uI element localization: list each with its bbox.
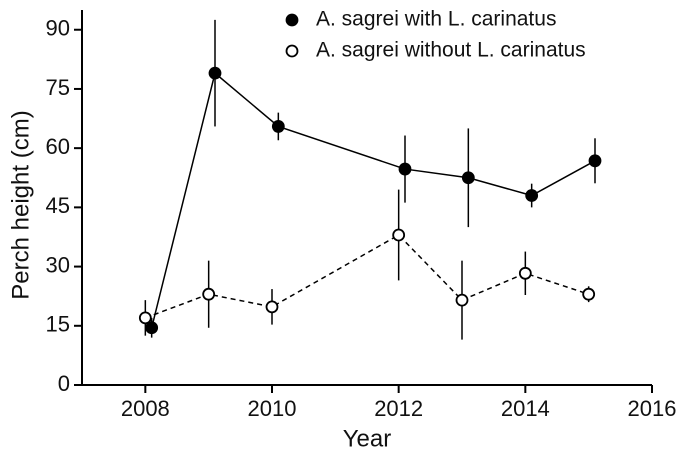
data-point [582,287,596,301]
data-point [265,300,279,314]
data-point [145,321,159,335]
data-point [588,154,602,168]
data-point [138,311,152,325]
legend-label: A. sagrei without L. carinatus [316,39,586,62]
data-point [271,120,285,133]
y-tick-label: 60 [46,134,70,159]
data-point [392,228,406,242]
legend-label: A. sagrei with L. carinatus [316,8,556,31]
data-point [455,293,469,307]
x-tick-label: 2012 [374,396,423,421]
data-point [461,171,475,185]
data-point [518,266,532,280]
y-tick-label: 75 [46,75,70,100]
legend-marker [285,44,299,58]
legend-marker [285,13,299,27]
y-tick-label: 45 [46,193,70,218]
y-tick-label: 30 [46,252,70,277]
x-axis-title: Year [343,425,392,452]
x-tick-label: 2008 [121,396,170,421]
data-point [208,66,222,80]
y-tick-label: 0 [58,371,70,396]
data-point [525,189,539,202]
x-tick-label: 2014 [501,396,550,421]
data-point [202,287,216,301]
x-tick-label: 2010 [248,396,297,421]
y-tick-label: 90 [46,16,70,41]
data-point [398,162,412,176]
y-tick-label: 15 [46,312,70,337]
y-axis-title: Perch height (cm) [7,110,34,299]
x-tick-label: 2016 [628,396,677,421]
